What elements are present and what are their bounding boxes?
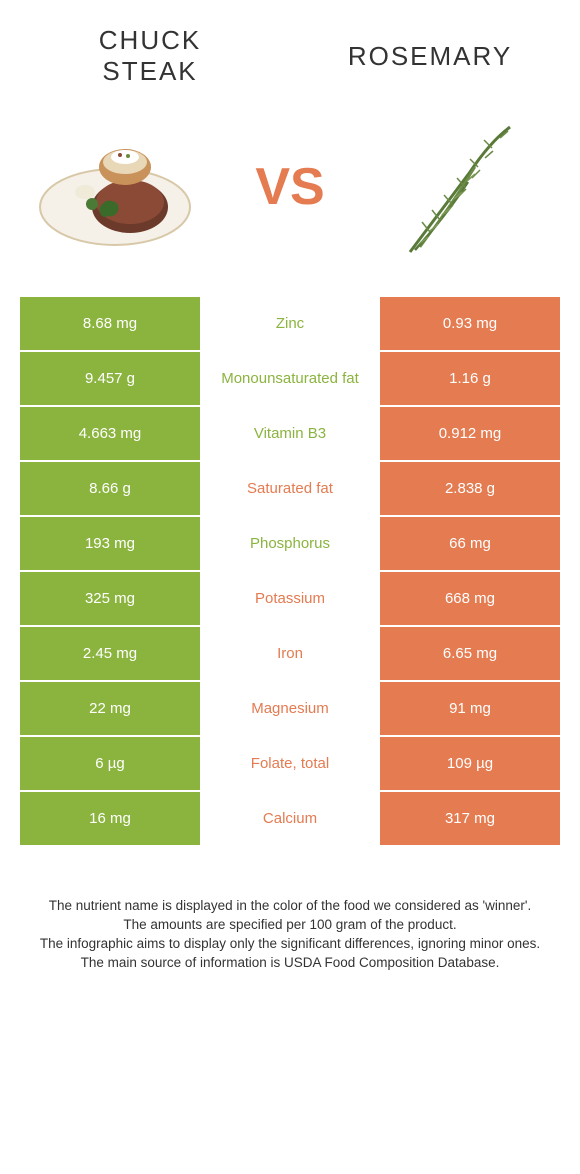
nutrient-name: Zinc bbox=[200, 297, 380, 350]
footnote-line: The main source of information is USDA F… bbox=[35, 954, 545, 973]
comparison-table: 8.68 mg Zinc 0.93 mg 9.457 g Monounsatur… bbox=[0, 297, 580, 847]
right-value: 91 mg bbox=[380, 682, 560, 735]
left-value: 2.45 mg bbox=[20, 627, 200, 680]
right-value: 6.65 mg bbox=[380, 627, 560, 680]
table-row: 325 mg Potassium 668 mg bbox=[20, 572, 560, 625]
right-value: 317 mg bbox=[380, 792, 560, 845]
nutrient-name: Calcium bbox=[200, 792, 380, 845]
left-value: 193 mg bbox=[20, 517, 200, 570]
left-value: 8.68 mg bbox=[20, 297, 200, 350]
right-value: 0.912 mg bbox=[380, 407, 560, 460]
footnote-line: The infographic aims to display only the… bbox=[35, 935, 545, 954]
table-row: 8.68 mg Zinc 0.93 mg bbox=[20, 297, 560, 350]
rosemary-image bbox=[380, 112, 550, 262]
left-value: 8.66 g bbox=[20, 462, 200, 515]
left-value: 16 mg bbox=[20, 792, 200, 845]
nutrient-name: Saturated fat bbox=[200, 462, 380, 515]
images-row: VS bbox=[0, 97, 580, 297]
table-row: 9.457 g Monounsaturated fat 1.16 g bbox=[20, 352, 560, 405]
left-title-line2: STEAK bbox=[102, 56, 197, 86]
header: CHUCK STEAK ROSEMARY bbox=[0, 0, 580, 97]
right-value: 109 µg bbox=[380, 737, 560, 790]
right-value: 2.838 g bbox=[380, 462, 560, 515]
left-value: 325 mg bbox=[20, 572, 200, 625]
table-row: 22 mg Magnesium 91 mg bbox=[20, 682, 560, 735]
footnotes: The nutrient name is displayed in the co… bbox=[0, 847, 580, 993]
right-value: 668 mg bbox=[380, 572, 560, 625]
left-value: 22 mg bbox=[20, 682, 200, 735]
left-title-line1: CHUCK bbox=[99, 25, 201, 55]
footnote-line: The nutrient name is displayed in the co… bbox=[35, 897, 545, 916]
nutrient-name: Monounsaturated fat bbox=[200, 352, 380, 405]
vs-label: VS bbox=[255, 157, 324, 217]
chuck-steak-image bbox=[30, 112, 200, 262]
nutrient-name: Magnesium bbox=[200, 682, 380, 735]
nutrient-name: Folate, total bbox=[200, 737, 380, 790]
right-title: ROSEMARY bbox=[330, 41, 530, 72]
right-value: 0.93 mg bbox=[380, 297, 560, 350]
nutrient-name: Phosphorus bbox=[200, 517, 380, 570]
table-row: 193 mg Phosphorus 66 mg bbox=[20, 517, 560, 570]
right-value: 66 mg bbox=[380, 517, 560, 570]
table-row: 4.663 mg Vitamin B3 0.912 mg bbox=[20, 407, 560, 460]
nutrient-name: Iron bbox=[200, 627, 380, 680]
table-row: 8.66 g Saturated fat 2.838 g bbox=[20, 462, 560, 515]
left-title: CHUCK STEAK bbox=[50, 25, 250, 87]
nutrient-name: Vitamin B3 bbox=[200, 407, 380, 460]
table-row: 16 mg Calcium 317 mg bbox=[20, 792, 560, 845]
left-value: 6 µg bbox=[20, 737, 200, 790]
footnote-line: The amounts are specified per 100 gram o… bbox=[35, 916, 545, 935]
nutrient-name: Potassium bbox=[200, 572, 380, 625]
right-value: 1.16 g bbox=[380, 352, 560, 405]
table-row: 2.45 mg Iron 6.65 mg bbox=[20, 627, 560, 680]
left-value: 4.663 mg bbox=[20, 407, 200, 460]
left-value: 9.457 g bbox=[20, 352, 200, 405]
table-row: 6 µg Folate, total 109 µg bbox=[20, 737, 560, 790]
